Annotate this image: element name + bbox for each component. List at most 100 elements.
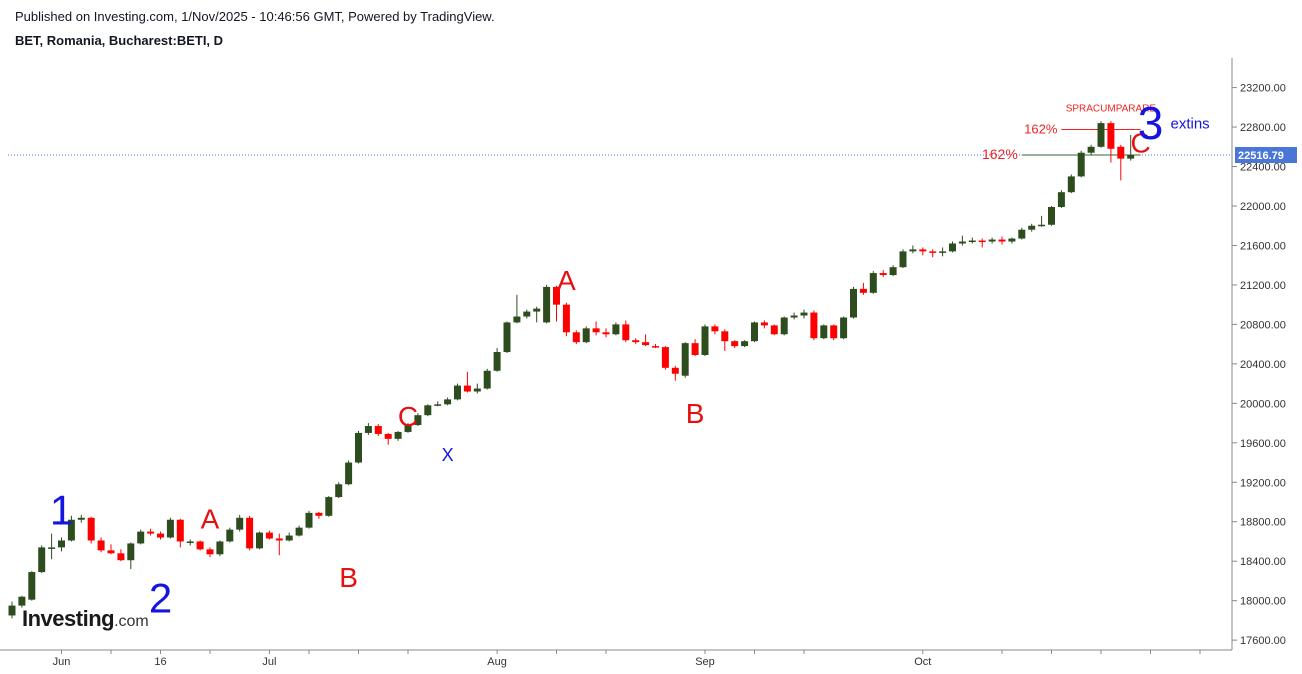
candle-body[interactable] bbox=[374, 426, 382, 434]
candle-body[interactable] bbox=[315, 512, 323, 516]
candle-body[interactable] bbox=[137, 531, 145, 544]
candle-body[interactable] bbox=[850, 288, 857, 318]
candle-body[interactable] bbox=[77, 517, 85, 520]
candle-body[interactable] bbox=[1048, 206, 1055, 225]
candle-body[interactable] bbox=[958, 241, 966, 244]
candle-body[interactable] bbox=[414, 415, 422, 426]
candle-body[interactable] bbox=[1067, 176, 1075, 193]
candle-body[interactable] bbox=[404, 425, 412, 432]
candle-body[interactable] bbox=[483, 370, 491, 389]
candle-body[interactable] bbox=[107, 550, 115, 554]
candle-body[interactable] bbox=[196, 541, 204, 550]
candle-body[interactable] bbox=[473, 388, 481, 392]
candle-body[interactable] bbox=[800, 312, 808, 316]
candle-body[interactable] bbox=[681, 343, 689, 376]
candle-body[interactable] bbox=[572, 332, 580, 343]
candle-body[interactable] bbox=[661, 347, 669, 368]
candle-body[interactable] bbox=[1028, 225, 1036, 230]
candle-body[interactable] bbox=[503, 322, 511, 353]
candle-body[interactable] bbox=[394, 431, 402, 439]
candle-body[interactable] bbox=[840, 317, 848, 339]
candle-body[interactable] bbox=[345, 462, 353, 485]
candle-body[interactable] bbox=[1097, 123, 1105, 147]
candle-body[interactable] bbox=[592, 328, 600, 333]
candle-body[interactable] bbox=[28, 572, 36, 600]
candle-body[interactable] bbox=[939, 251, 947, 253]
candle-body[interactable] bbox=[523, 311, 531, 317]
candle-body[interactable] bbox=[275, 538, 283, 541]
candle-body[interactable] bbox=[553, 286, 560, 305]
candle-body[interactable] bbox=[1057, 192, 1065, 207]
candle-body[interactable] bbox=[859, 288, 867, 293]
candle-body[interactable] bbox=[1117, 146, 1125, 159]
candle-body[interactable] bbox=[899, 251, 907, 268]
candle-body[interactable] bbox=[919, 249, 927, 252]
candle-body[interactable] bbox=[295, 527, 303, 536]
candle-body[interactable] bbox=[117, 553, 125, 561]
candle-body[interactable] bbox=[691, 343, 699, 355]
candle-body[interactable] bbox=[671, 367, 679, 374]
candle-body[interactable] bbox=[731, 341, 739, 347]
candle-body[interactable] bbox=[513, 316, 521, 323]
candle-body[interactable] bbox=[355, 432, 362, 463]
candle-body[interactable] bbox=[929, 251, 937, 253]
candle-body[interactable] bbox=[998, 239, 1006, 242]
candle-body[interactable] bbox=[543, 286, 551, 323]
candle-body[interactable] bbox=[305, 512, 313, 528]
candle-body[interactable] bbox=[127, 543, 135, 561]
candle-body[interactable] bbox=[325, 497, 333, 516]
candle-body[interactable] bbox=[879, 273, 887, 276]
candle-body[interactable] bbox=[711, 326, 719, 332]
candle-body[interactable] bbox=[701, 326, 709, 355]
candle-body[interactable] bbox=[335, 484, 343, 498]
candle-body[interactable] bbox=[1127, 155, 1135, 159]
candle-body[interactable] bbox=[820, 325, 828, 339]
candle-body[interactable] bbox=[741, 341, 749, 347]
candle-body[interactable] bbox=[909, 249, 917, 252]
candle-body[interactable] bbox=[265, 532, 273, 539]
candle-body[interactable] bbox=[562, 304, 570, 333]
candle-body[interactable] bbox=[147, 531, 155, 534]
candle-body[interactable] bbox=[582, 328, 590, 343]
candle-body[interactable] bbox=[444, 399, 452, 405]
candle-body[interactable] bbox=[652, 346, 659, 348]
candle-body[interactable] bbox=[463, 385, 471, 392]
candle-body[interactable] bbox=[612, 324, 620, 335]
candle-body[interactable] bbox=[988, 239, 996, 242]
candle-body[interactable] bbox=[889, 267, 897, 276]
candle-body[interactable] bbox=[454, 385, 461, 400]
candle-body[interactable] bbox=[642, 342, 650, 346]
candle-body[interactable] bbox=[869, 273, 877, 293]
candle-body[interactable] bbox=[18, 596, 26, 606]
candle-body[interactable] bbox=[384, 433, 392, 439]
candle-body[interactable] bbox=[1077, 152, 1085, 177]
candle-body[interactable] bbox=[721, 331, 729, 342]
candle-body[interactable] bbox=[602, 332, 610, 335]
candle-body[interactable] bbox=[176, 519, 184, 542]
candle-body[interactable] bbox=[1087, 146, 1095, 153]
candle-body[interactable] bbox=[157, 533, 164, 538]
candle-body[interactable] bbox=[1107, 123, 1115, 149]
candle-body[interactable] bbox=[424, 405, 432, 416]
candle-body[interactable] bbox=[533, 308, 541, 312]
candle-body[interactable] bbox=[632, 340, 640, 343]
candle-body[interactable] bbox=[67, 519, 75, 541]
candle-body[interactable] bbox=[622, 324, 630, 341]
candle-body[interactable] bbox=[186, 541, 194, 543]
candle-body[interactable] bbox=[493, 352, 501, 371]
candle-body[interactable] bbox=[48, 547, 56, 549]
candle-body[interactable] bbox=[38, 547, 46, 573]
candle-body[interactable] bbox=[8, 605, 16, 616]
candle-body[interactable] bbox=[216, 541, 224, 555]
candle-body[interactable] bbox=[1008, 238, 1016, 242]
candle-body[interactable] bbox=[285, 535, 293, 541]
candle-body[interactable] bbox=[58, 540, 65, 548]
candle-body[interactable] bbox=[760, 322, 768, 326]
candle-body[interactable] bbox=[810, 312, 818, 339]
candle-body[interactable] bbox=[1018, 229, 1026, 239]
candle-body[interactable] bbox=[830, 325, 838, 339]
candle-body[interactable] bbox=[87, 517, 95, 541]
candle-body[interactable] bbox=[790, 315, 798, 318]
candle-body[interactable] bbox=[236, 517, 244, 530]
